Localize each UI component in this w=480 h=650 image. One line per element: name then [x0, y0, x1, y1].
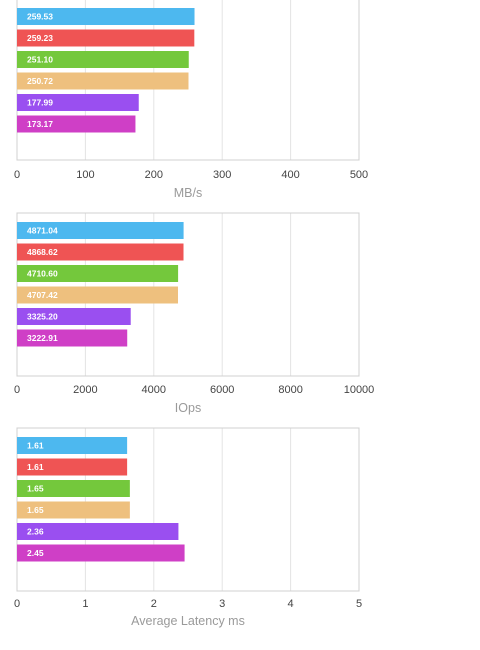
chart-0-bar-2 [17, 51, 189, 68]
chart-0-bar-5 [17, 115, 136, 133]
chart-2-bar-label-0: 1.61 [27, 441, 44, 451]
chart-2-bar-label-3: 1.65 [27, 505, 44, 515]
chart-0-tick-0: 0 [14, 169, 20, 181]
chart-0-tick-5: 500 [350, 169, 368, 181]
chart-0-tick-4: 400 [281, 169, 299, 181]
chart-2-bar-label-5: 2.45 [27, 548, 44, 558]
chart-1-tick-5: 10000 [344, 384, 375, 396]
chart-1-tick-0: 0 [14, 384, 20, 396]
chart-1-bar-label-5: 3222.91 [27, 333, 58, 343]
chart-1-tick-3: 6000 [210, 384, 234, 396]
chart-2-tick-3: 3 [219, 598, 225, 610]
chart-2-tick-1: 1 [82, 598, 88, 610]
chart-0-bar-4 [17, 94, 139, 111]
chart-0-bar-label-1: 259.23 [27, 33, 53, 43]
chart-1-x-axis-label: IOps [175, 401, 201, 415]
chart-2-bar-label-4: 2.36 [27, 527, 44, 537]
chart-1-bar-2 [17, 265, 179, 282]
chart-0-bar-label-5: 173.17 [27, 119, 53, 129]
chart-2-bar-2 [17, 480, 130, 497]
chart-2-x-axis-label: Average Latency ms [131, 614, 245, 628]
chart-2-tick-2: 2 [151, 598, 157, 610]
chart-0-bar-label-3: 250.72 [27, 76, 53, 86]
chart-0-bar-label-0: 259.53 [27, 12, 53, 22]
chart-1-bar-label-2: 4710.60 [27, 269, 58, 279]
chart-0-bar-3 [17, 72, 189, 90]
chart-2-bar-0 [17, 437, 128, 454]
chart-1-bar-label-3: 4707.42 [27, 290, 58, 300]
chart-0-bar-label-4: 177.99 [27, 98, 53, 108]
chart-0-bar-0 [17, 8, 195, 25]
chart-0-bar-1 [17, 29, 195, 47]
chart-1-bar-0 [17, 222, 184, 239]
chart-2-tick-4: 4 [288, 598, 294, 610]
chart-1-bar-1 [17, 243, 184, 261]
chart-2-bar-label-1: 1.61 [27, 462, 44, 472]
chart-1-bar-label-0: 4871.04 [27, 226, 58, 236]
chart-2-bar-4 [17, 523, 179, 540]
chart-1-tick-1: 2000 [73, 384, 97, 396]
chart-0-tick-1: 100 [76, 169, 94, 181]
chart-1-bar-4 [17, 308, 131, 325]
chart-1-tick-4: 8000 [278, 384, 302, 396]
chart-1-bar-label-4: 3325.20 [27, 312, 58, 322]
chart-0-x-axis-label: MB/s [174, 186, 202, 200]
chart-1-bar-label-1: 4868.62 [27, 247, 58, 257]
chart-0-tick-3: 300 [213, 169, 231, 181]
chart-1-bar-5 [17, 329, 128, 347]
chart-2-bar-label-2: 1.65 [27, 484, 44, 494]
chart-1-tick-2: 4000 [142, 384, 166, 396]
chart-1-bar-3 [17, 286, 178, 304]
chart-0-bar-label-2: 251.10 [27, 55, 53, 65]
chart-2-bar-5 [17, 544, 185, 562]
chart-2-bar-3 [17, 501, 130, 519]
chart-2-tick-0: 0 [14, 598, 20, 610]
chart-2-bar-1 [17, 458, 128, 476]
chart-0-tick-2: 200 [145, 169, 163, 181]
chart-2-tick-5: 5 [356, 598, 362, 610]
